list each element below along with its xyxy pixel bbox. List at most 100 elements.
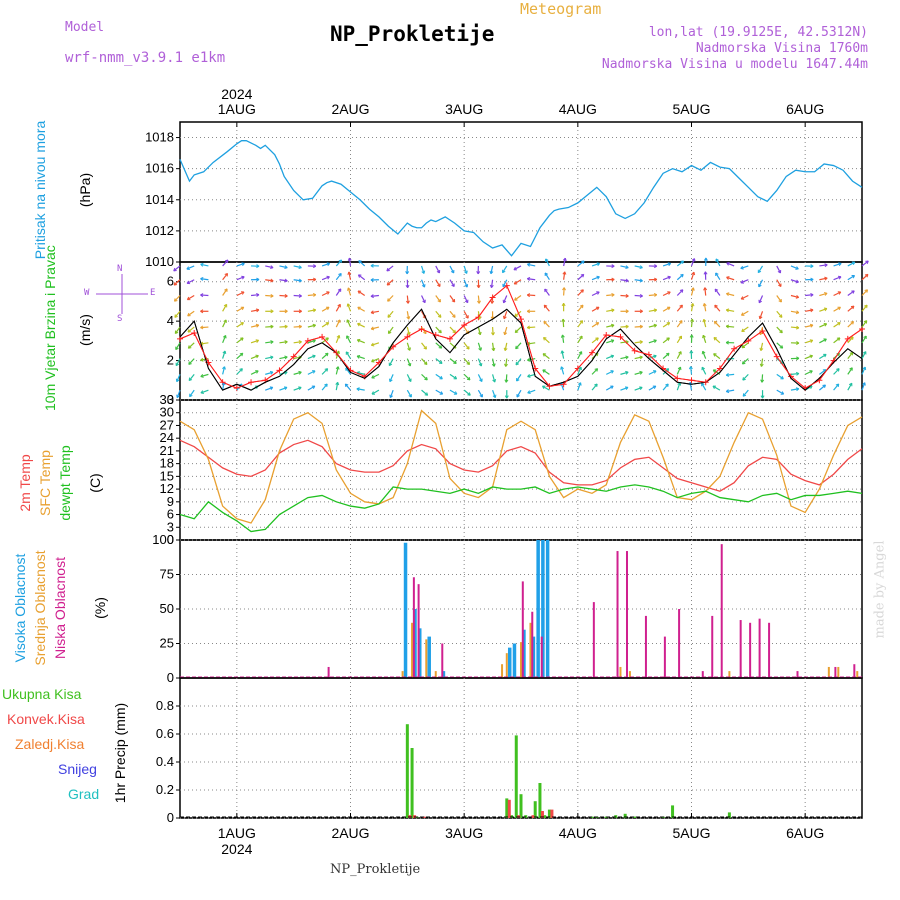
wind-vane-head — [240, 291, 245, 295]
wind-vane — [545, 258, 550, 267]
wind-vane — [591, 337, 599, 344]
wind-vane-head — [336, 335, 341, 339]
wind-vane-head — [796, 341, 800, 346]
wind-vane-head — [175, 378, 180, 383]
wind-vane-head — [371, 358, 375, 363]
y-tick-label-clouds: 100 — [152, 532, 174, 547]
wind-vane — [222, 288, 228, 296]
bar-clouds-0 — [531, 636, 536, 678]
wind-vane — [335, 273, 342, 281]
wind-vane — [421, 373, 428, 381]
wind-vane-head — [667, 291, 671, 295]
wind-vane — [847, 336, 854, 344]
wind-vane — [740, 265, 749, 269]
wind-vane-head — [489, 284, 494, 288]
wind-vane — [406, 374, 412, 382]
wind-vane — [833, 291, 842, 297]
x-tick-label-bottom: 4AUG — [559, 825, 597, 841]
wind-vane — [356, 355, 365, 360]
wind-vane-head — [200, 293, 204, 298]
wind-vane — [776, 310, 783, 318]
bar-clouds-2 — [749, 622, 752, 678]
wind-vane-head — [542, 385, 546, 390]
wind-vane — [833, 322, 841, 328]
wind-vane-head — [679, 289, 684, 293]
wind-vane-head — [424, 392, 429, 396]
wind-vane — [321, 276, 330, 281]
wind-vane-head — [298, 340, 302, 344]
bar-clouds-1 — [520, 642, 522, 678]
legend-total-rain: Ukupna Kisa — [2, 686, 82, 702]
wind-vane-head — [370, 326, 375, 331]
wind-vane-head — [837, 306, 841, 311]
wind-vane — [371, 326, 380, 330]
wind-vane — [491, 358, 495, 367]
wind-vane-head — [822, 384, 826, 389]
wind-vane — [279, 386, 288, 391]
wind-vane-head — [284, 340, 288, 344]
wind-vane-head — [809, 354, 813, 359]
wind-vane-head — [849, 367, 853, 371]
wind-vane — [435, 326, 442, 334]
wind-vane — [833, 306, 841, 312]
wind-vane — [200, 326, 209, 329]
wind-vane — [715, 258, 721, 267]
wind-vane-head — [653, 323, 657, 328]
wind-vane-head — [356, 354, 361, 359]
wind-vane-head — [188, 361, 192, 365]
bar-clouds-2 — [701, 671, 704, 678]
wind-vane-head — [491, 332, 495, 336]
wind-vane-head — [579, 320, 584, 324]
footer-station: NP_Prokletije — [330, 862, 421, 877]
wind-vane-head — [187, 312, 191, 317]
wind-vane — [757, 265, 764, 274]
wind-vane-head — [778, 283, 782, 287]
wind-vane — [188, 358, 195, 365]
bar-precipitation-0 — [514, 735, 518, 818]
wind-vane-head — [452, 329, 457, 334]
wind-vane — [527, 358, 536, 361]
wind-vane — [307, 385, 316, 391]
wind-vane — [491, 342, 495, 351]
wind-vane — [676, 382, 681, 391]
bar-clouds-2 — [644, 615, 647, 678]
wind-vane — [758, 279, 764, 288]
legend-freezing-rain: Zaledj.Kisa — [15, 736, 85, 752]
wind-vane-head — [255, 354, 259, 359]
wind-vane-head — [298, 324, 302, 329]
wind-vane-head — [778, 298, 782, 303]
wind-vane-head — [386, 282, 391, 286]
wind-vane-head — [479, 394, 483, 398]
wind-vane — [175, 358, 181, 366]
wind-vane — [577, 260, 585, 267]
wind-vane-head — [742, 377, 746, 381]
wind-vane — [250, 324, 259, 328]
wind-vane — [265, 341, 274, 344]
wind-vane-head — [688, 366, 693, 370]
bar-clouds-2 — [678, 609, 681, 678]
wind-vane — [833, 383, 840, 391]
wind-vane-head — [610, 323, 615, 328]
wind-vane — [222, 335, 227, 344]
wind-vane — [435, 310, 442, 318]
wind-vane — [542, 353, 550, 360]
wind-vane-head — [624, 386, 629, 391]
wind-vane-head — [526, 276, 531, 281]
wind-vane-head — [503, 331, 508, 336]
wind-vane-head — [270, 278, 274, 283]
wind-vane-head — [689, 350, 694, 354]
wind-vane — [648, 309, 657, 312]
wind-vane — [279, 356, 288, 360]
wind-vane-head — [712, 385, 716, 390]
wind-vane — [371, 389, 380, 395]
wind-vane — [676, 320, 683, 328]
wind-vane-head — [337, 303, 341, 308]
wind-vane — [186, 265, 195, 270]
wind-vane — [174, 295, 181, 302]
bar-precipitation-0 — [505, 798, 509, 818]
wind-vane — [690, 366, 693, 375]
wind-vane — [662, 262, 671, 267]
y-tick-label-temperature: 30 — [160, 405, 174, 420]
wind-vane — [435, 358, 443, 364]
wind-vane — [187, 310, 195, 317]
